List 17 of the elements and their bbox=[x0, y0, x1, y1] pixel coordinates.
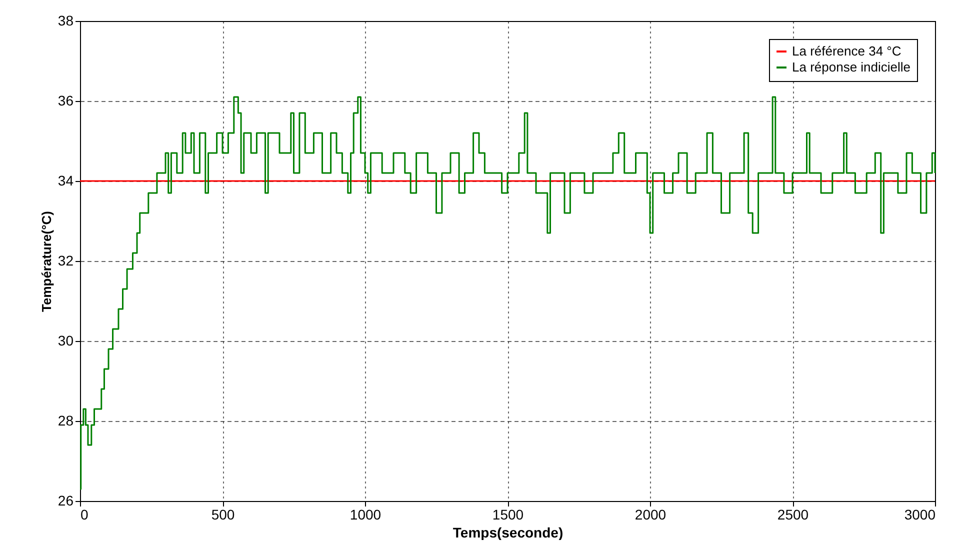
x-tick-label: 500 bbox=[211, 506, 235, 522]
y-tick-label: 36 bbox=[58, 92, 74, 108]
y-tick-label: 38 bbox=[58, 12, 74, 28]
y-tick-label: 26 bbox=[58, 492, 74, 508]
x-tick-label: 1500 bbox=[492, 506, 524, 522]
y-tick-label: 32 bbox=[58, 252, 74, 268]
x-tick-label: 0 bbox=[80, 506, 88, 522]
y-tick-label: 28 bbox=[58, 412, 74, 428]
legend-label: La réponse indicielle bbox=[792, 60, 911, 74]
x-tick-label: 1000 bbox=[350, 506, 382, 522]
x-tick-label: 2500 bbox=[777, 506, 809, 522]
x-tick-label: 2000 bbox=[634, 506, 666, 522]
y-axis-title: Température(°C) bbox=[38, 210, 54, 312]
legend-label: La référence 34 °C bbox=[792, 44, 902, 58]
x-tick-label: 3000 bbox=[904, 506, 936, 522]
y-tick-label: 30 bbox=[58, 332, 74, 348]
y-tick-label: 34 bbox=[58, 172, 74, 188]
